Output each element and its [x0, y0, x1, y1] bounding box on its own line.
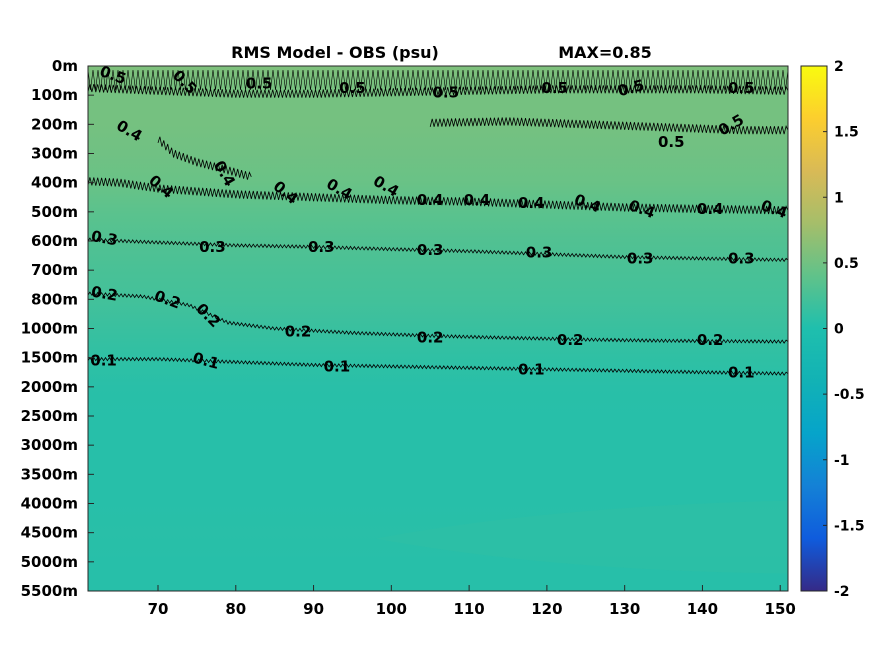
y-tick-label: 400m [31, 174, 78, 192]
contour-label-0.2-6: 0.2 [697, 331, 724, 349]
x-tick-label: 120 [531, 600, 562, 618]
contour-label-0.5-7: 0.5 [728, 79, 755, 97]
x-tick-label: 80 [225, 600, 246, 618]
contour-line-0 [88, 83, 788, 98]
contour-label-0.2-4: 0.2 [417, 328, 444, 346]
contour-label-0.5-4: 0.5 [433, 83, 460, 101]
y-tick-label: 2000m [21, 378, 78, 396]
colorbar-tick-label: 0.5 [834, 256, 859, 272]
x-tick-label: 130 [609, 600, 640, 618]
deep-field-lens [375, 500, 788, 574]
contour-label-0.2-3: 0.2 [285, 322, 312, 340]
contour-line-4 [88, 237, 788, 263]
y-tick-label: 4000m [21, 495, 78, 513]
contour-line-5 [88, 291, 788, 344]
contour-line-2 [88, 177, 788, 215]
x-axis: 70 80 90 100 110 120 130 140 150 [148, 585, 796, 618]
y-tick-label: 600m [31, 232, 78, 250]
y-tick-label: 5500m [21, 582, 78, 600]
colorbar-tick-label: 1.5 [834, 125, 859, 141]
x-tick-label: 90 [303, 600, 324, 618]
contour-line-3 [157, 136, 252, 180]
contour-label-0.4-8: 0.4 [518, 194, 545, 212]
x-tick-label: 70 [148, 600, 169, 618]
colorbar-tick-label: -2 [834, 584, 850, 600]
field-background [88, 66, 788, 591]
colorbar-tick-label: 2 [834, 59, 844, 75]
colorbar-tick-label: 1 [834, 190, 844, 206]
y-tick-label: 2500m [21, 407, 78, 425]
colorbar: 2 1.5 1 0.5 0 -0.5 -1 -1.5 -2 [800, 59, 865, 600]
contour-label-0.1-2: 0.1 [324, 357, 351, 375]
colorbar-tick-label: -0.5 [834, 387, 865, 403]
contour-label-0.4-11: 0.4 [697, 200, 724, 218]
contour-label-0.1-4: 0.1 [728, 363, 755, 381]
deep-field-patch [375, 500, 788, 574]
y-tick-label: 700m [31, 261, 78, 279]
contour-label-0.1-0: 0.1 [90, 352, 117, 370]
contour-label-0.4-7: 0.4 [464, 191, 491, 209]
max-label: MAX=0.85 [558, 43, 652, 62]
contour-label-0.5-9: 0.5 [658, 133, 685, 151]
colorbar-tick-label: 0 [834, 322, 844, 338]
contour-label-0.5-3: 0.5 [339, 79, 366, 97]
contour-lines [88, 69, 788, 376]
x-tick-label: 100 [376, 600, 407, 618]
y-tick-label: 800m [31, 290, 78, 308]
x-tick-label: 110 [453, 600, 484, 618]
y-tick-label: 100m [31, 86, 78, 104]
y-tick-label: 5000m [21, 553, 78, 571]
contour-label-0.3-4: 0.3 [526, 244, 553, 262]
contour-line-6 [88, 356, 788, 376]
chart-title: RMS Model - OBS (psu) [231, 43, 439, 62]
y-tick-label: 0m [52, 57, 78, 75]
contour-label-0.2-5: 0.2 [557, 331, 584, 349]
y-tick-label: 1000m [21, 320, 78, 338]
x-tick-label: 150 [765, 600, 796, 618]
y-tick-label: 3000m [21, 436, 78, 454]
colorbar-tick-label: -1.5 [834, 518, 865, 534]
y-tick-label: 300m [31, 145, 78, 163]
contour-label-0.3-1: 0.3 [199, 238, 226, 256]
contour-label-0.5-2: 0.5 [246, 75, 273, 93]
x-tick-label: 140 [687, 600, 718, 618]
y-tick-label: 3500m [21, 465, 78, 483]
plot-area: 0.5 0.5 0.5 0.5 0.5 0.5 0.5 0.50.50.50.40.4 0.40… [87, 65, 789, 592]
contour-label-0.2-0: 0.2 [90, 282, 119, 304]
contour-label-0.3-3: 0.3 [417, 241, 444, 259]
y-tick-label: 4500m [21, 524, 78, 542]
contour-line-1 [429, 117, 788, 135]
contour-label-0.3-0: 0.3 [90, 227, 119, 249]
y-tick-label: 500m [31, 203, 78, 221]
contour-label-0.4-6: 0.4 [417, 191, 444, 209]
y-tick-label: 200m [31, 115, 78, 133]
contour-label-0.3-2: 0.3 [308, 238, 335, 256]
surface-noise-contour [88, 69, 788, 91]
colorbar-gradient [800, 65, 828, 592]
contour-label-0.3-5: 0.3 [627, 250, 654, 268]
contour-label-0.3-6: 0.3 [728, 250, 755, 268]
y-tick-label: 1500m [21, 349, 78, 367]
y-axis: 0m 100m 200m 300m 400m 500m 600m 700m 800m 1000m 1… [21, 57, 94, 600]
contour-label-0.1-3: 0.1 [518, 360, 545, 378]
contour-label-0.5-5: 0.5 [541, 79, 568, 97]
colorbar-tick-label: -1 [834, 453, 850, 469]
colorbar-ticks: 2 1.5 1 0.5 0 -0.5 -1 -1.5 -2 [823, 59, 865, 600]
